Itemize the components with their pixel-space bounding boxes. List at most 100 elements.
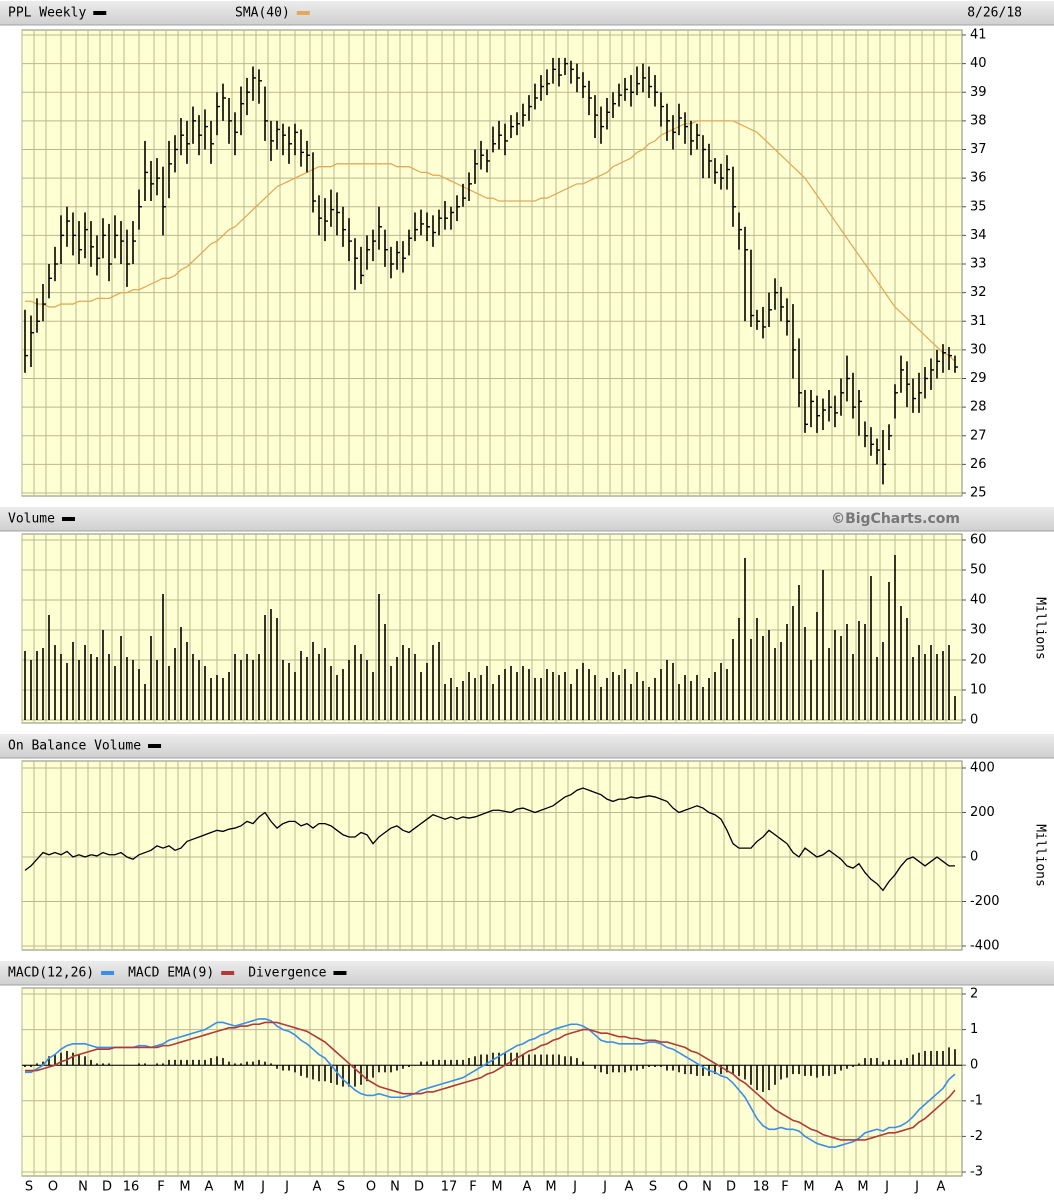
plot-area (21, 987, 963, 1177)
y-tick-label: 40 (970, 593, 987, 608)
x-tick-label: D (726, 1180, 736, 1195)
legend-label: MACD(12,26) (8, 966, 94, 981)
y-tick-label: 35 (970, 199, 987, 214)
y-tick-label: 0 (970, 850, 978, 865)
x-tick-label: A (937, 1180, 946, 1195)
x-tick-label: D (102, 1180, 112, 1195)
x-tick-label: A (313, 1180, 322, 1195)
legend-swatch (61, 517, 75, 521)
y-tick-label: 37 (970, 142, 987, 157)
y-axis-label: Millions (1033, 824, 1048, 887)
y-tick-label: 27 (970, 428, 987, 443)
y-tick-label: 30 (970, 342, 987, 357)
y-tick-label: 41 (970, 28, 987, 43)
y-tick-label: -400 (970, 939, 1000, 954)
y-tick-label: -3 (970, 1165, 983, 1180)
x-tick-label: A (835, 1180, 844, 1195)
x-tick-label: F (781, 1180, 788, 1195)
x-tick-label: 18 (753, 1180, 770, 1195)
x-tick-label: M (233, 1180, 244, 1195)
y-tick-label: 0 (970, 1058, 978, 1073)
y-tick-label: 32 (970, 285, 987, 300)
panel-header (0, 734, 1054, 758)
date-label: 8/26/18 (967, 6, 1022, 21)
x-tick-label: 16 (123, 1180, 140, 1195)
legend-swatch (296, 11, 310, 15)
y-tick-label: 29 (970, 371, 987, 386)
x-tick-label: O (678, 1180, 688, 1195)
x-tick-label: J (914, 1180, 919, 1195)
x-tick-label: A (523, 1180, 532, 1195)
y-tick-label: -200 (970, 894, 1000, 909)
panel-header (0, 1, 1054, 25)
legend-swatch (333, 971, 347, 975)
y-tick-label: 30 (970, 623, 987, 638)
macd-line (25, 1021, 956, 1141)
legend-label: SMA(40) (235, 6, 290, 21)
legend-swatch (93, 11, 107, 15)
plot-area (21, 29, 963, 497)
y-tick-label: 50 (970, 563, 987, 578)
x-tick-label: N (78, 1180, 88, 1195)
y-tick-label: 38 (970, 113, 987, 128)
x-tick-label: N (390, 1180, 400, 1195)
y-tick-label: 60 (970, 533, 987, 548)
x-tick-label: S (25, 1180, 33, 1195)
legend-label: On Balance Volume (8, 739, 141, 754)
y-tick-label: 20 (970, 653, 987, 668)
y-tick-label: 1 (970, 1022, 978, 1037)
legend-swatch (148, 744, 162, 748)
y-tick-label: 40 (970, 56, 987, 71)
legend-swatch (101, 971, 115, 975)
y-tick-label: 28 (970, 400, 987, 415)
y-tick-label: 33 (970, 257, 987, 272)
x-tick-label: J (572, 1180, 577, 1195)
x-tick-label: M (545, 1180, 556, 1195)
x-tick-label: A (625, 1180, 634, 1195)
y-tick-label: 36 (970, 171, 987, 186)
x-tick-label: J (284, 1180, 289, 1195)
panel-header (0, 507, 1054, 531)
x-tick-label: N (702, 1180, 712, 1195)
y-tick-label: 400 (970, 761, 995, 776)
y-tick-label: 39 (970, 85, 987, 100)
y-tick-label: -2 (970, 1129, 983, 1144)
x-tick-label: S (649, 1180, 657, 1195)
y-tick-label: 0 (970, 713, 978, 728)
y-tick-label: 26 (970, 457, 987, 472)
y-tick-label: 10 (970, 683, 987, 698)
y-tick-label: 34 (970, 228, 987, 243)
x-tick-label: O (48, 1180, 58, 1195)
y-tick-label: -1 (970, 1093, 983, 1108)
x-tick-label: 17 (441, 1180, 458, 1195)
plot-area (21, 760, 963, 951)
x-tick-label: D (414, 1180, 424, 1195)
credit: ©BigCharts.com (831, 511, 960, 527)
x-tick-label: J (260, 1180, 265, 1195)
x-tick-label: F (157, 1180, 164, 1195)
macd-line (25, 1018, 956, 1148)
y-tick-label: 25 (970, 486, 987, 501)
x-tick-label: F (469, 1180, 476, 1195)
sma-line (25, 120, 956, 362)
x-tick-label: M (803, 1180, 814, 1195)
legend-label: PPL Weekly (8, 6, 86, 21)
legend-swatch (221, 971, 235, 975)
x-tick-label: O (366, 1180, 376, 1195)
x-tick-label: M (179, 1180, 190, 1195)
y-tick-label: 200 (970, 805, 995, 820)
x-tick-label: J (602, 1180, 607, 1195)
x-tick-label: A (205, 1180, 214, 1195)
x-tick-label: M (857, 1180, 868, 1195)
obv-line (24, 787, 955, 892)
x-tick-label: J (884, 1180, 889, 1195)
y-tick-label: 2 (970, 987, 978, 1002)
y-tick-label: 31 (970, 314, 987, 329)
x-tick-label: M (491, 1180, 502, 1195)
legend-label: MACD EMA(9) (128, 966, 214, 981)
y-axis-label: Millions (1033, 597, 1048, 660)
legend-label: Volume (8, 512, 55, 527)
x-tick-label: S (337, 1180, 345, 1195)
